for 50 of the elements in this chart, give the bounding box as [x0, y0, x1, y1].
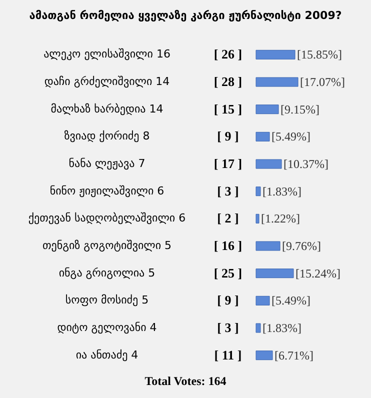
bar	[256, 241, 280, 251]
data-label: [1.22%]	[261, 212, 300, 226]
y-tick-label: სოფო მოსიძე 5	[65, 294, 149, 307]
text: [ 25 ]	[214, 265, 242, 280]
y-tick-label: დაჩი გრძელიშვილი 14	[44, 75, 170, 88]
text: [ 3 ]	[217, 320, 239, 335]
text: [ 26 ]	[214, 46, 242, 62]
y-tick-label: ინგა გრიგოლია 5	[58, 266, 156, 280]
data-label: [15.85%]	[297, 48, 342, 62]
bar	[256, 104, 279, 114]
data-label: [5.49%]	[272, 130, 311, 144]
data-label: [15.24%]	[295, 266, 340, 280]
data-label: [9.76%]	[282, 239, 322, 253]
bar	[256, 268, 294, 278]
text: [ 3 ]	[217, 183, 239, 198]
data-label: [1.83%]	[262, 184, 302, 198]
y-tick-label: ზვიად ქორიძე 8	[64, 130, 150, 143]
text: [ 9 ]	[217, 292, 239, 308]
bar	[256, 159, 282, 169]
y-tick-label: ია ანთაძე 4	[76, 348, 138, 362]
bar	[256, 77, 298, 87]
data-label: [6.71%]	[274, 348, 314, 362]
data-label: [9.15%]	[280, 102, 320, 116]
y-tick-label: მალხაზ ხარბედია 14	[50, 102, 164, 116]
bar	[256, 296, 270, 306]
text: [ 28 ]	[214, 74, 242, 89]
bar	[256, 214, 260, 224]
text: [ 2 ]	[217, 210, 239, 226]
data-label: [1.83%]	[262, 321, 302, 335]
bar	[256, 186, 261, 196]
y-tick-label: ნანა ლეჟავა 7	[68, 157, 146, 170]
y-tick-label: თენგიზ გოგოტიშვილი 5	[42, 239, 172, 252]
bar	[256, 50, 296, 60]
data-label: [5.49%]	[272, 294, 311, 308]
text: [ 17 ]	[214, 156, 242, 171]
bar	[256, 350, 273, 360]
y-tick-label: ქეთევან სადღობელაშვილი 6	[28, 212, 186, 225]
text: [ 9 ]	[217, 128, 239, 144]
data-label: [10.37%]	[284, 157, 329, 171]
bar	[256, 132, 270, 142]
text: [ 11 ]	[214, 347, 242, 362]
text: Total Votes: 164	[144, 374, 226, 388]
y-tick-label: ალეკო ელისაშვილი 16	[44, 48, 170, 61]
y-tick-label: დიტო გელოვანი 4	[57, 321, 157, 334]
chart-title: ამათგან რომელია ყველაზე კარგი ჟურნალისტი 2009?	[29, 9, 342, 22]
y-tick-label: ნინო ჟიჟილაშვილი 6	[50, 184, 164, 198]
text: [ 15 ]	[214, 101, 242, 116]
bar	[256, 323, 261, 333]
data-label: [17.07%]	[300, 75, 345, 89]
text: [ 16 ]	[214, 238, 242, 253]
